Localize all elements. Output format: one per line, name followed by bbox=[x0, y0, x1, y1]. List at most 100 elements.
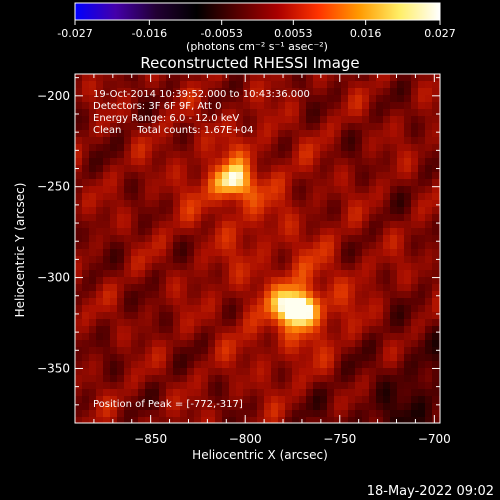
heatmap-cell bbox=[362, 102, 370, 110]
heatmap-cell bbox=[201, 389, 209, 397]
heatmap-cell bbox=[152, 186, 160, 194]
heatmap-cell bbox=[425, 221, 433, 229]
heatmap-cell bbox=[145, 95, 153, 103]
heatmap-cell bbox=[243, 354, 251, 362]
heatmap-cell bbox=[397, 144, 405, 152]
heatmap-cell bbox=[362, 200, 370, 208]
heatmap-cell bbox=[369, 382, 377, 390]
heatmap-cell bbox=[201, 305, 209, 313]
heatmap-cell bbox=[82, 179, 90, 187]
heatmap-cell bbox=[411, 417, 419, 423]
heatmap-cell bbox=[166, 207, 174, 215]
heatmap-cell bbox=[159, 95, 167, 103]
heatmap-cell bbox=[397, 291, 405, 299]
heatmap-cell bbox=[194, 291, 202, 299]
heatmap-cell bbox=[215, 340, 223, 348]
heatmap-cell bbox=[145, 305, 153, 313]
heatmap-cell bbox=[173, 88, 181, 96]
heatmap-cell bbox=[229, 130, 237, 138]
heatmap-cell bbox=[124, 242, 132, 250]
heatmap-cell bbox=[334, 403, 342, 411]
heatmap-cell bbox=[138, 312, 146, 320]
heatmap-cell bbox=[334, 305, 342, 313]
heatmap-cell bbox=[194, 375, 202, 383]
heatmap-cell bbox=[215, 228, 223, 236]
heatmap-cell bbox=[229, 284, 237, 292]
heatmap-cell bbox=[320, 186, 328, 194]
heatmap-cell bbox=[229, 417, 237, 423]
heatmap-cell bbox=[180, 235, 188, 243]
heatmap-cell bbox=[159, 298, 167, 306]
heatmap-cell bbox=[89, 123, 97, 131]
heatmap-cell bbox=[166, 277, 174, 285]
heatmap-cell bbox=[320, 291, 328, 299]
heatmap-cell bbox=[341, 354, 349, 362]
heatmap-cell bbox=[355, 263, 363, 271]
heatmap-cell bbox=[96, 333, 104, 341]
heatmap-cell bbox=[145, 298, 153, 306]
heatmap-cell bbox=[138, 270, 146, 278]
colorbar-tick-label: -0.0053 bbox=[200, 27, 242, 40]
heatmap-cell bbox=[250, 151, 258, 159]
heatmap-cell bbox=[103, 242, 111, 250]
heatmap-cell bbox=[411, 228, 419, 236]
heatmap-cell bbox=[362, 221, 370, 229]
heatmap-cell bbox=[173, 158, 181, 166]
heatmap-cell bbox=[348, 312, 356, 320]
heatmap-cell bbox=[89, 102, 97, 110]
heatmap-cell bbox=[306, 74, 314, 82]
heatmap-cell bbox=[222, 158, 230, 166]
heatmap-cell bbox=[173, 312, 181, 320]
heatmap-cell bbox=[180, 102, 188, 110]
heatmap-cell bbox=[285, 81, 293, 89]
heatmap-cell bbox=[425, 326, 433, 334]
heatmap-cell bbox=[369, 305, 377, 313]
heatmap-cell bbox=[299, 151, 307, 159]
heatmap-cell bbox=[397, 242, 405, 250]
heatmap-cell bbox=[383, 389, 391, 397]
heatmap-cell bbox=[271, 298, 279, 306]
heatmap-cell bbox=[278, 81, 286, 89]
heatmap-cell bbox=[250, 319, 258, 327]
heatmap-cell bbox=[208, 179, 216, 187]
heatmap-cell bbox=[341, 298, 349, 306]
heatmap-cell bbox=[320, 354, 328, 362]
heatmap-cell bbox=[362, 207, 370, 215]
heatmap-cell bbox=[110, 270, 118, 278]
heatmap-cell bbox=[355, 109, 363, 117]
heatmap-cell bbox=[292, 270, 300, 278]
heatmap-cell bbox=[124, 361, 132, 369]
heatmap-cell bbox=[271, 221, 279, 229]
heatmap-cell bbox=[166, 95, 174, 103]
heatmap-cell bbox=[257, 179, 265, 187]
heatmap-cell bbox=[117, 102, 125, 110]
heatmap-cell bbox=[131, 200, 139, 208]
heatmap-cell bbox=[138, 368, 146, 376]
heatmap-cell bbox=[355, 151, 363, 159]
heatmap-cell bbox=[82, 200, 90, 208]
heatmap-cell bbox=[299, 158, 307, 166]
heatmap-cell bbox=[320, 102, 328, 110]
heatmap-cell bbox=[82, 74, 90, 82]
heatmap-cell bbox=[250, 207, 258, 215]
heatmap-cell bbox=[124, 347, 132, 355]
heatmap-cell bbox=[124, 95, 132, 103]
heatmap-cell bbox=[201, 235, 209, 243]
heatmap-cell bbox=[131, 95, 139, 103]
heatmap-cell bbox=[229, 312, 237, 320]
heatmap-cell bbox=[257, 277, 265, 285]
heatmap-cell bbox=[278, 284, 286, 292]
heatmap-cell bbox=[362, 130, 370, 138]
heatmap-cell bbox=[103, 179, 111, 187]
heatmap-cell bbox=[411, 256, 419, 264]
heatmap-cell bbox=[341, 389, 349, 397]
heatmap-cell bbox=[306, 305, 314, 313]
heatmap-cell bbox=[201, 74, 209, 82]
heatmap-cell bbox=[194, 277, 202, 285]
heatmap-cell bbox=[411, 130, 419, 138]
heatmap-cell bbox=[250, 144, 258, 152]
heatmap-cell bbox=[236, 291, 244, 299]
heatmap-cell bbox=[75, 95, 83, 103]
heatmap-cell bbox=[313, 284, 321, 292]
heatmap-cell bbox=[138, 375, 146, 383]
